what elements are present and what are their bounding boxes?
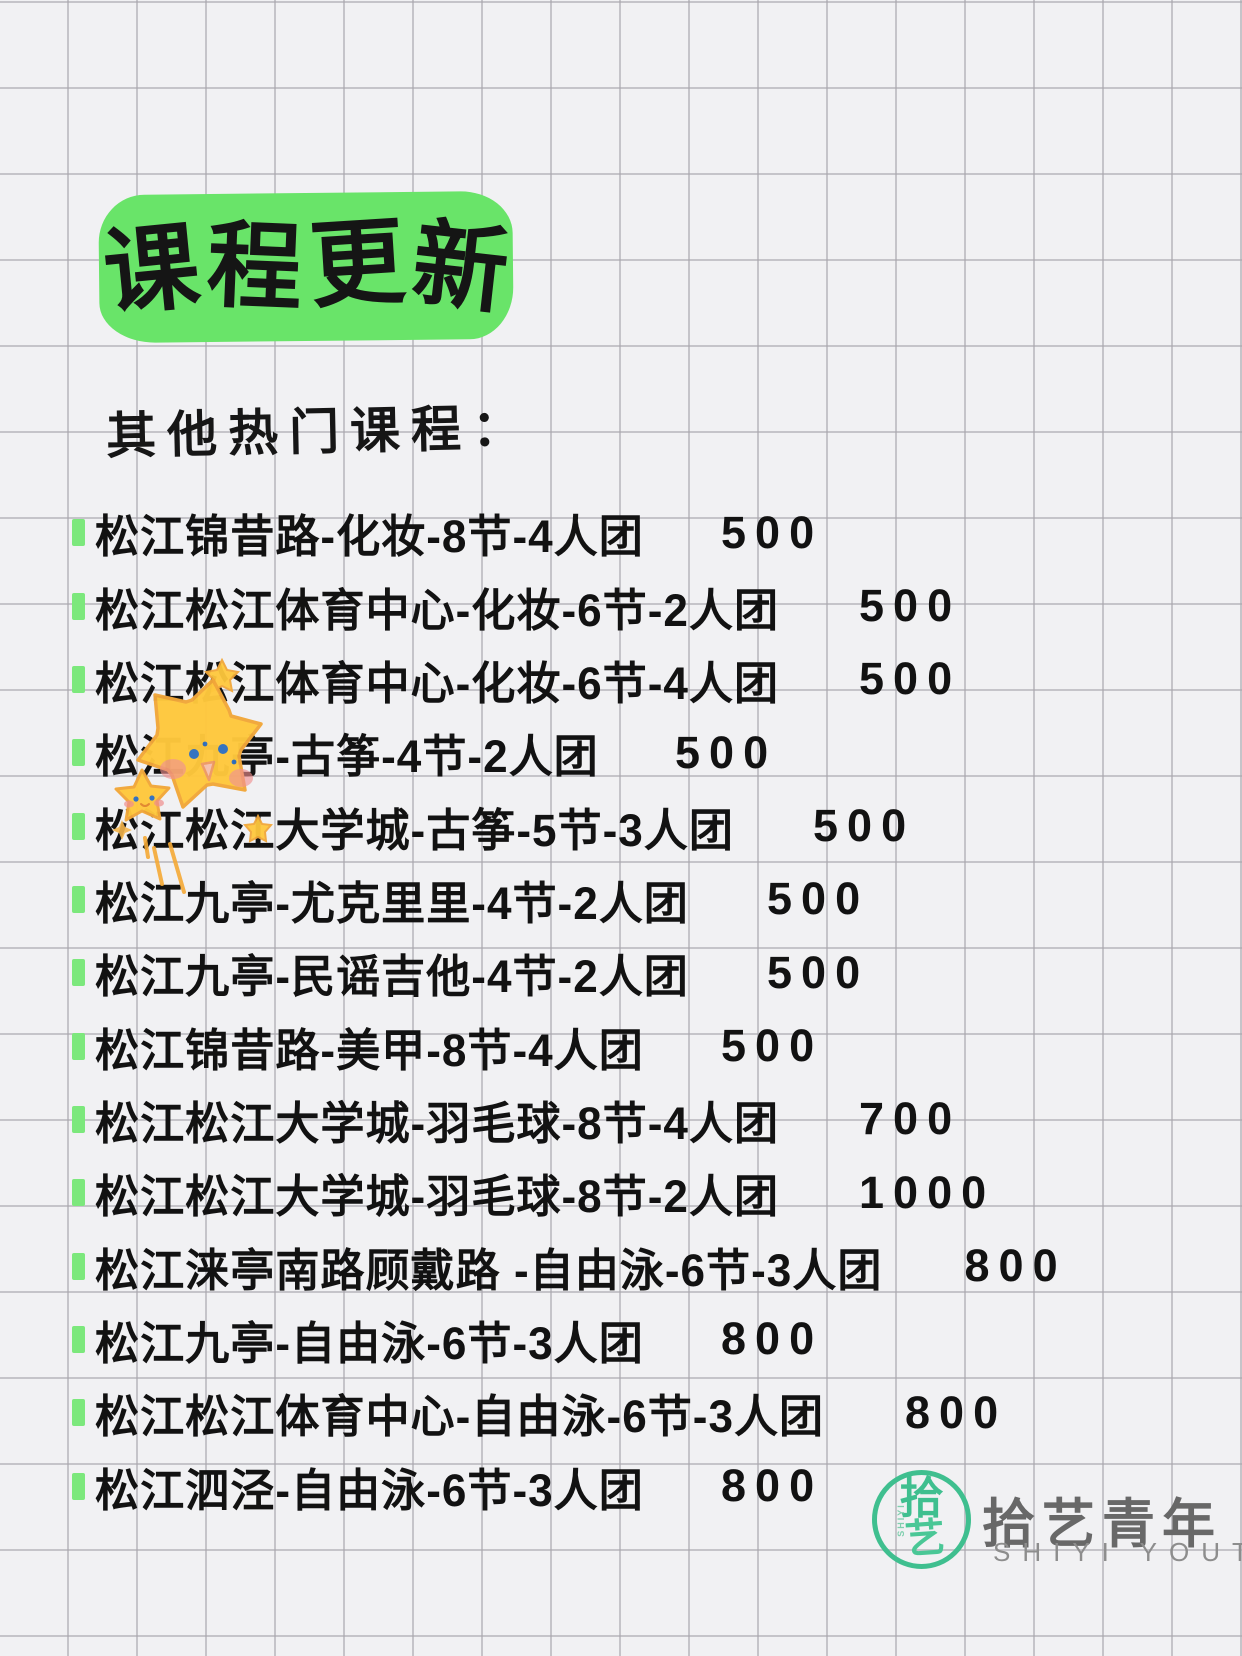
course-price: 800 [905,1386,1008,1438]
course-price: 500 [859,580,962,632]
section-subtitle: 其他热门课程： [105,399,534,465]
logo-mark-char-top: 拾 [899,1474,944,1523]
title-char: 程 [204,212,305,322]
logo-mark-side-text: SHIYI [895,1502,906,1537]
course-row: 松江松江大学城-古筝-5节-3人团 500 [72,789,1192,862]
course-price: 500 [675,726,778,778]
bullet-icon [72,1252,85,1280]
bullet-icon [72,665,85,693]
bullet-icon [72,959,85,987]
title-char: 课 [99,212,205,328]
course-name: 松江松江体育中心-化妆-6节-2人团 [95,584,780,636]
bullet-icon [72,812,85,840]
course-name: 松江九亭-自由泳-6节-3人团 [95,1317,644,1369]
bullet-icon [72,1032,85,1060]
course-row: 松江锦昔路-化妆-8节-4人团 500 [72,496,1192,569]
bullet-icon [72,739,85,767]
bullet-icon [72,885,85,913]
bullet-icon [72,592,85,620]
course-price: 800 [964,1240,1067,1292]
course-price: 500 [767,873,870,925]
logo-name-zh: 拾艺青年 [982,1495,1222,1554]
course-row: 松江锦昔路-美甲-8节-4人团 500 [72,1009,1192,1082]
title-highlight-blob: 课 程 更 新 [98,190,514,344]
course-name: 松江锦昔路-化妆-8节-4人团 [95,511,644,563]
bullet-icon [72,1472,85,1500]
course-name: 松江泗泾-自由泳-6节-3人团 [95,1464,644,1516]
course-name: 松江九亭-尤克里里-4节-2人团 [95,877,689,929]
title-char: 更 [306,208,409,320]
course-list: 松江锦昔路-化妆-8节-4人团 500 松江松江体育中心-化妆-6节-2人团 5… [72,496,1192,1523]
logo-mark-char-bottom: 艺 [903,1515,947,1563]
course-price: 1000 [859,1166,996,1218]
course-name: 松江涞亭南路顾戴路 -自由泳-6节-3人团 [95,1244,883,1296]
course-name: 松江松江大学城-古筝-5节-3人团 [95,804,734,856]
course-price: 500 [859,653,962,705]
course-price: 700 [859,1093,962,1145]
course-row: 松江九亭-民谣吉他-4节-2人团 500 [72,936,1192,1009]
course-row: 松江涞亭南路顾戴路 -自由泳-6节-3人团 800 [72,1229,1192,1302]
course-name: 松江九亭-民谣吉他-4节-2人团 [95,951,689,1003]
course-price: 500 [767,946,870,998]
course-row: 松江松江体育中心-化妆-6节-2人团 500 [72,569,1192,642]
course-row: 松江泗泾-自由泳-6节-3人团 800 [72,1449,1192,1522]
bullet-icon [72,1105,85,1133]
course-price: 500 [721,506,824,558]
bullet-icon [72,519,85,547]
course-row: 松江九亭-自由泳-6节-3人团 800 [72,1303,1192,1376]
course-row: 松江松江大学城-羽毛球-8节-2人团 1000 [72,1156,1192,1229]
course-price: 800 [721,1460,824,1512]
course-price: 800 [721,1313,824,1365]
course-price: 500 [813,800,916,852]
logo-name-en: SHIYI YOUTH [993,1537,1242,1567]
title-char: 新 [407,209,514,326]
course-name: 松江松江大学城-羽毛球-8节-2人团 [95,1171,780,1223]
star-face-sticker-icon [112,657,273,894]
course-price: 500 [721,1020,824,1072]
bullet-icon [72,1325,85,1353]
course-row: 松江九亭-尤克里里-4节-2人团 500 [72,863,1192,936]
course-row: 松江松江体育中心-自由泳-6节-3人团 800 [72,1376,1192,1449]
bullet-icon [72,1399,85,1427]
bullet-icon [72,1179,85,1207]
course-name: 松江锦昔路-美甲-8节-4人团 [95,1024,644,1076]
course-row: 松江松江大学城-羽毛球-8节-4人团 700 [72,1083,1192,1156]
shiyi-logo-mark-icon: 拾 艺 SHIYI [872,1470,971,1569]
course-name: 松江松江体育中心-自由泳-6节-3人团 [95,1391,825,1443]
course-name: 松江松江大学城-羽毛球-8节-4人团 [95,1097,780,1149]
